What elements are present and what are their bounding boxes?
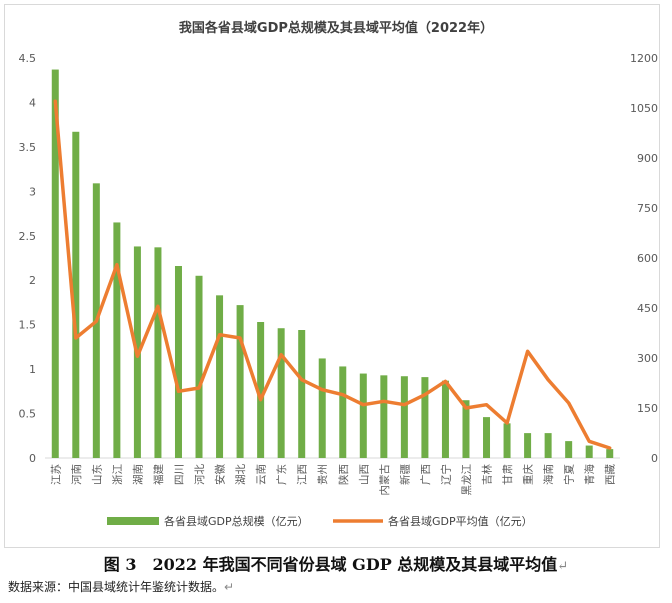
x-tick-label: 广东 bbox=[275, 464, 288, 485]
x-tick-label: 河北 bbox=[194, 464, 206, 485]
legend-label-bar: 各省县域GDP总规模（亿元） bbox=[164, 514, 309, 528]
legend: 各省县域GDP总规模（亿元） 各省县域GDP平均值（亿元） bbox=[107, 514, 533, 528]
y-left-tick-label: 0 bbox=[29, 452, 36, 465]
x-tick-label: 广西 bbox=[420, 464, 432, 485]
caption-text: 图 3 2022 年我国不同省份县域 GDP 总规模及其县域平均值 bbox=[103, 555, 558, 574]
y-right-tick-label: 1200 bbox=[630, 52, 658, 65]
x-tick-label: 浙江 bbox=[112, 464, 124, 485]
bar bbox=[298, 330, 306, 458]
bar bbox=[380, 375, 388, 458]
x-tick-label: 黑龙江 bbox=[460, 464, 473, 496]
bar bbox=[441, 380, 449, 458]
y-left-tick-label: 0.5 bbox=[19, 408, 37, 421]
x-tick-label: 宁夏 bbox=[563, 464, 576, 485]
bar bbox=[524, 433, 532, 458]
x-tick-label: 江苏 bbox=[49, 464, 62, 485]
bar bbox=[565, 441, 573, 458]
x-tick-label: 安徽 bbox=[214, 464, 227, 485]
y-right-tick-label: 150 bbox=[637, 402, 658, 415]
x-tick-label: 西藏 bbox=[605, 464, 617, 485]
x-tick-labels: 江苏 河南 山东 浙江 湖南 福建 四川 河北 安徽 湖北 云南 广东 江西 贵州 陕西 山西 内蒙古 新疆 广西辽… bbox=[49, 464, 616, 496]
x-tick-label: 湖南 bbox=[131, 464, 144, 485]
bar bbox=[236, 305, 244, 458]
bar bbox=[544, 433, 552, 458]
bar bbox=[421, 377, 429, 458]
y-left-tick-label: 1.5 bbox=[19, 319, 37, 332]
line-series bbox=[53, 99, 612, 450]
x-tick-label: 陕西 bbox=[337, 464, 350, 485]
y-right-tick-label: 300 bbox=[637, 352, 658, 365]
x-tick-label: 新疆 bbox=[398, 464, 411, 485]
x-tick-label: 吉林 bbox=[481, 464, 494, 485]
chart: 我国各省县域GDP总规模及其县域平均值（2022年） 0 0.5 1 1.5 2 2.5 3… bbox=[19, 20, 659, 528]
x-tick-label: 江西 bbox=[297, 464, 309, 485]
data-source-note: 数据来源：中国县域统计年鉴统计数据。↵ bbox=[8, 578, 234, 595]
x-tick-label: 云南 bbox=[255, 464, 268, 485]
y-left-tick-label: 2 bbox=[29, 274, 36, 287]
bar bbox=[174, 266, 182, 458]
bar bbox=[113, 222, 121, 458]
x-tick-label: 湖北 bbox=[235, 464, 247, 485]
bar bbox=[400, 376, 408, 458]
bar bbox=[195, 275, 203, 458]
y-right-tick-label: 0 bbox=[651, 452, 658, 465]
bar bbox=[483, 417, 491, 458]
y-right-tick-label: 750 bbox=[637, 202, 658, 215]
y-left-tick-label: 2.5 bbox=[19, 230, 37, 243]
x-tick-label: 青海 bbox=[583, 464, 596, 485]
y-left-tick-label: 4.5 bbox=[19, 52, 37, 65]
x-tick-label: 甘肃 bbox=[501, 464, 514, 485]
source-return-mark: ↵ bbox=[224, 580, 235, 594]
y-right-tick-label: 600 bbox=[637, 252, 658, 265]
chart-title: 我国各省县域GDP总规模及其县域平均值（2022年） bbox=[179, 20, 493, 36]
y-left-tick-label: 3.5 bbox=[19, 141, 37, 154]
caption-return-mark: ↵ bbox=[557, 559, 569, 574]
y-left-tick-label: 1 bbox=[29, 363, 36, 376]
bar bbox=[51, 69, 59, 459]
bar bbox=[72, 131, 80, 458]
x-tick-label: 山西 bbox=[358, 464, 370, 485]
bar bbox=[257, 322, 265, 458]
legend-label-line: 各省县域GDP平均值（亿元） bbox=[388, 514, 533, 528]
bar bbox=[462, 400, 470, 458]
bar bbox=[503, 423, 511, 458]
y-right-tick-label: 900 bbox=[637, 152, 658, 165]
bar bbox=[585, 445, 593, 458]
y-left-tick-label: 3 bbox=[29, 185, 36, 198]
y-left-tick-label: 4 bbox=[29, 96, 36, 109]
legend-swatch-bar bbox=[107, 517, 159, 525]
x-tick-label: 辽宁 bbox=[439, 464, 452, 485]
x-tick-label: 贵州 bbox=[316, 464, 329, 485]
x-tick-label: 福建 bbox=[152, 464, 165, 485]
y-right-tick-label: 450 bbox=[637, 302, 658, 315]
average-line bbox=[53, 99, 612, 450]
bar bbox=[606, 449, 614, 458]
x-tick-label: 河南 bbox=[70, 464, 83, 485]
y-right-tick-label: 1050 bbox=[630, 102, 658, 115]
bar bbox=[277, 328, 285, 458]
x-tick-label: 重庆 bbox=[522, 464, 535, 485]
x-tick-label: 山东 bbox=[90, 464, 103, 485]
x-tick-label: 海南 bbox=[542, 464, 555, 485]
bar bbox=[154, 247, 162, 458]
bar bbox=[359, 373, 367, 458]
bar bbox=[318, 358, 326, 458]
bar bbox=[339, 366, 347, 458]
bar-series bbox=[51, 69, 614, 459]
source-text: 数据来源：中国县域统计年鉴统计数据。 bbox=[8, 580, 225, 594]
x-tick-label: 内蒙古 bbox=[378, 464, 391, 496]
bar bbox=[216, 295, 224, 458]
x-tick-label: 四川 bbox=[174, 464, 186, 485]
figure-caption: 图 3 2022 年我国不同省份县域 GDP 总规模及其县域平均值↵ bbox=[0, 551, 672, 575]
